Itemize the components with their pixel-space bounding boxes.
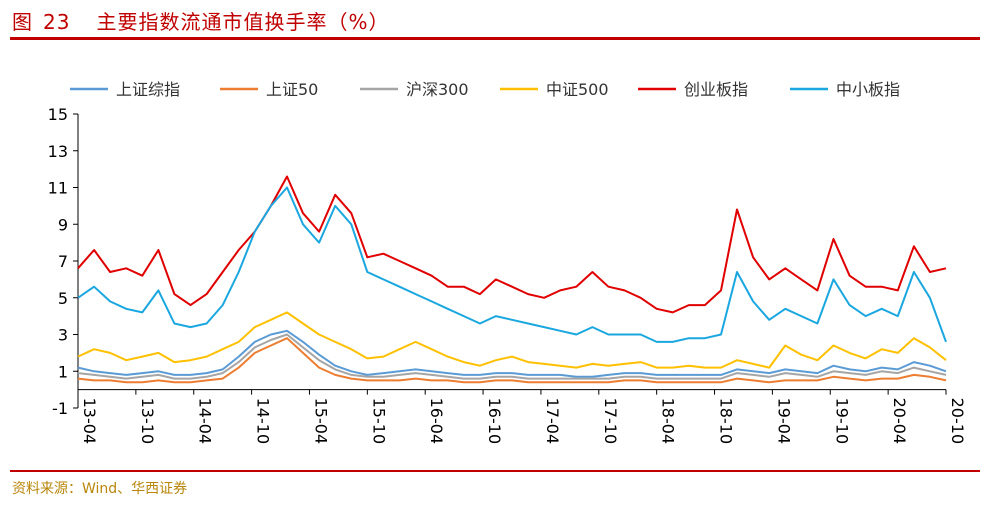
series-line-5 [77, 175, 947, 314]
x-tick-label: 19-10 [832, 398, 851, 445]
turnover-line-chart: 上证综指 上证50 沪深300 中证500 创业板指 中小板指 -113579111315… [48, 80, 967, 445]
y-tick-label: 15 [48, 105, 68, 124]
legend-label: 上证50 [266, 80, 318, 99]
legend-label: 中证500 [546, 80, 609, 99]
y-tick-label: 9 [58, 215, 68, 234]
x-tick-label: 16-04 [427, 398, 446, 445]
series-line-6 [77, 186, 947, 343]
x-tick-label: 15-04 [311, 398, 330, 445]
source-note: 资料来源：Wind、华西证券 [12, 481, 188, 497]
x-tick-label: 13-10 [138, 398, 157, 445]
figure-title: 图 23 主要指数流通市值换手率（%） [12, 6, 389, 35]
legend-label: 中小板指 [836, 80, 900, 99]
figure-number: 23 [43, 10, 71, 34]
chart-legend: 上证综指 上证50 沪深300 中证500 创业板指 中小板指 [70, 80, 900, 99]
x-tick-label: 20-04 [890, 398, 909, 445]
x-tick-label: 19-04 [774, 398, 793, 445]
legend-label: 沪深300 [406, 80, 469, 99]
figure-label: 图 [12, 10, 33, 34]
x-tick-label: 15-10 [369, 398, 388, 445]
series-line-1 [77, 329, 947, 378]
x-axis: 13-04 13-10 14-04 14-10 15-04 15-10 16-04 16-10… [77, 389, 967, 445]
figure-title-text: 主要指数流通市值换手率（%） [96, 10, 390, 34]
x-tick-label: 14-10 [254, 398, 273, 445]
x-tick-label: 18-04 [659, 398, 678, 445]
series-layer [77, 175, 947, 384]
legend-label: 创业板指 [684, 80, 748, 99]
x-tick-label: 20-10 [948, 398, 967, 445]
x-tick-label: 17-10 [601, 398, 620, 445]
legend-label: 上证综指 [116, 80, 180, 99]
top-rule [10, 37, 980, 40]
bottom-rule [10, 470, 980, 472]
series-line-3 [77, 333, 947, 380]
x-tick-label: 14-04 [196, 398, 215, 445]
x-tick-label: 18-10 [717, 398, 736, 445]
x-tick-label: 17-04 [543, 398, 562, 445]
y-tick-label: -1 [52, 399, 68, 418]
x-tick-label: 13-04 [80, 398, 99, 445]
series-line-4 [77, 311, 947, 369]
y-tick-label: 13 [48, 142, 68, 161]
series-line-2 [77, 337, 947, 384]
y-tick-label: 7 [58, 252, 68, 271]
x-tick-label: 16-10 [485, 398, 504, 445]
y-tick-label: 5 [58, 289, 68, 308]
y-tick-label: 3 [58, 326, 68, 345]
y-tick-label: 11 [48, 179, 68, 198]
y-tick-label: 1 [58, 362, 68, 381]
